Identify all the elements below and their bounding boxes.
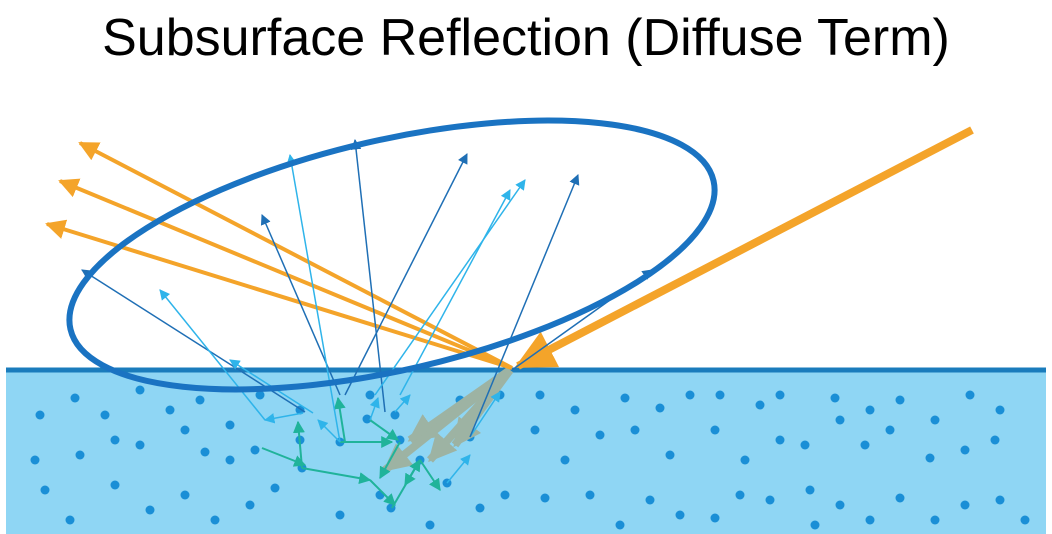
particle <box>995 495 1005 505</box>
particle <box>930 515 940 525</box>
particle <box>145 505 155 515</box>
particle <box>570 405 580 415</box>
particle <box>210 515 220 525</box>
particle <box>755 400 765 410</box>
particle <box>860 440 870 450</box>
particle <box>560 455 570 465</box>
particle <box>40 485 50 495</box>
particle <box>865 515 875 525</box>
particle <box>135 440 145 450</box>
particle <box>180 425 190 435</box>
particle <box>735 490 745 500</box>
particle <box>475 503 485 513</box>
particle <box>710 425 720 435</box>
particle <box>595 430 605 440</box>
particle <box>630 425 640 435</box>
particle <box>775 435 785 445</box>
particle <box>765 495 775 505</box>
particle <box>665 450 675 460</box>
particle <box>195 395 205 405</box>
particle <box>885 425 895 435</box>
particle <box>70 393 80 403</box>
particle <box>245 500 255 510</box>
particle <box>615 520 625 530</box>
particle <box>865 405 875 415</box>
particle <box>960 500 970 510</box>
diagram-title: Subsurface Reflection (Diffuse Term) <box>102 9 950 67</box>
particle <box>830 393 840 403</box>
particle <box>500 490 510 500</box>
particle <box>255 390 265 400</box>
particle <box>75 450 85 460</box>
internal-light-paths <box>263 391 501 484</box>
particle <box>990 435 1000 445</box>
particle <box>110 435 120 445</box>
particle <box>835 500 845 510</box>
particle <box>100 410 110 420</box>
particle <box>535 390 545 400</box>
particle <box>810 520 820 530</box>
particle <box>645 495 655 505</box>
particle <box>390 410 400 420</box>
particle <box>225 420 235 430</box>
specular-reflection-rays <box>45 141 513 370</box>
particle <box>895 395 905 405</box>
particle <box>425 520 435 530</box>
particle <box>180 490 190 500</box>
particle <box>740 455 750 465</box>
particle <box>250 445 260 455</box>
particle <box>200 447 210 457</box>
particle <box>930 415 940 425</box>
particle <box>30 455 40 465</box>
particle <box>965 390 975 400</box>
particle <box>225 455 235 465</box>
particle <box>675 510 685 520</box>
particle <box>775 390 785 400</box>
particle <box>135 385 145 395</box>
particle <box>925 453 935 463</box>
particle <box>65 515 75 525</box>
reflectance-lobe <box>66 117 718 393</box>
particle <box>835 415 845 425</box>
particle <box>585 490 595 500</box>
particle <box>685 390 695 400</box>
particle <box>35 410 45 420</box>
particle <box>110 480 120 490</box>
particle <box>655 403 665 413</box>
diffuse-rays-light <box>159 153 526 443</box>
particle <box>800 440 810 450</box>
particle <box>335 510 345 520</box>
particle <box>995 405 1005 415</box>
particle <box>620 393 630 403</box>
internal-scatter-paths <box>261 396 441 509</box>
particle <box>895 493 905 503</box>
particle <box>165 405 175 415</box>
particle <box>530 425 540 435</box>
particle <box>365 390 375 400</box>
particle <box>362 414 372 424</box>
particle <box>805 485 815 495</box>
particle <box>960 445 970 455</box>
particle <box>270 483 280 493</box>
particle <box>710 513 720 523</box>
particle <box>1020 515 1030 525</box>
particle <box>715 390 725 400</box>
particle <box>540 493 550 503</box>
subsurface-medium <box>6 370 1046 534</box>
incident-light-ray <box>514 126 974 370</box>
